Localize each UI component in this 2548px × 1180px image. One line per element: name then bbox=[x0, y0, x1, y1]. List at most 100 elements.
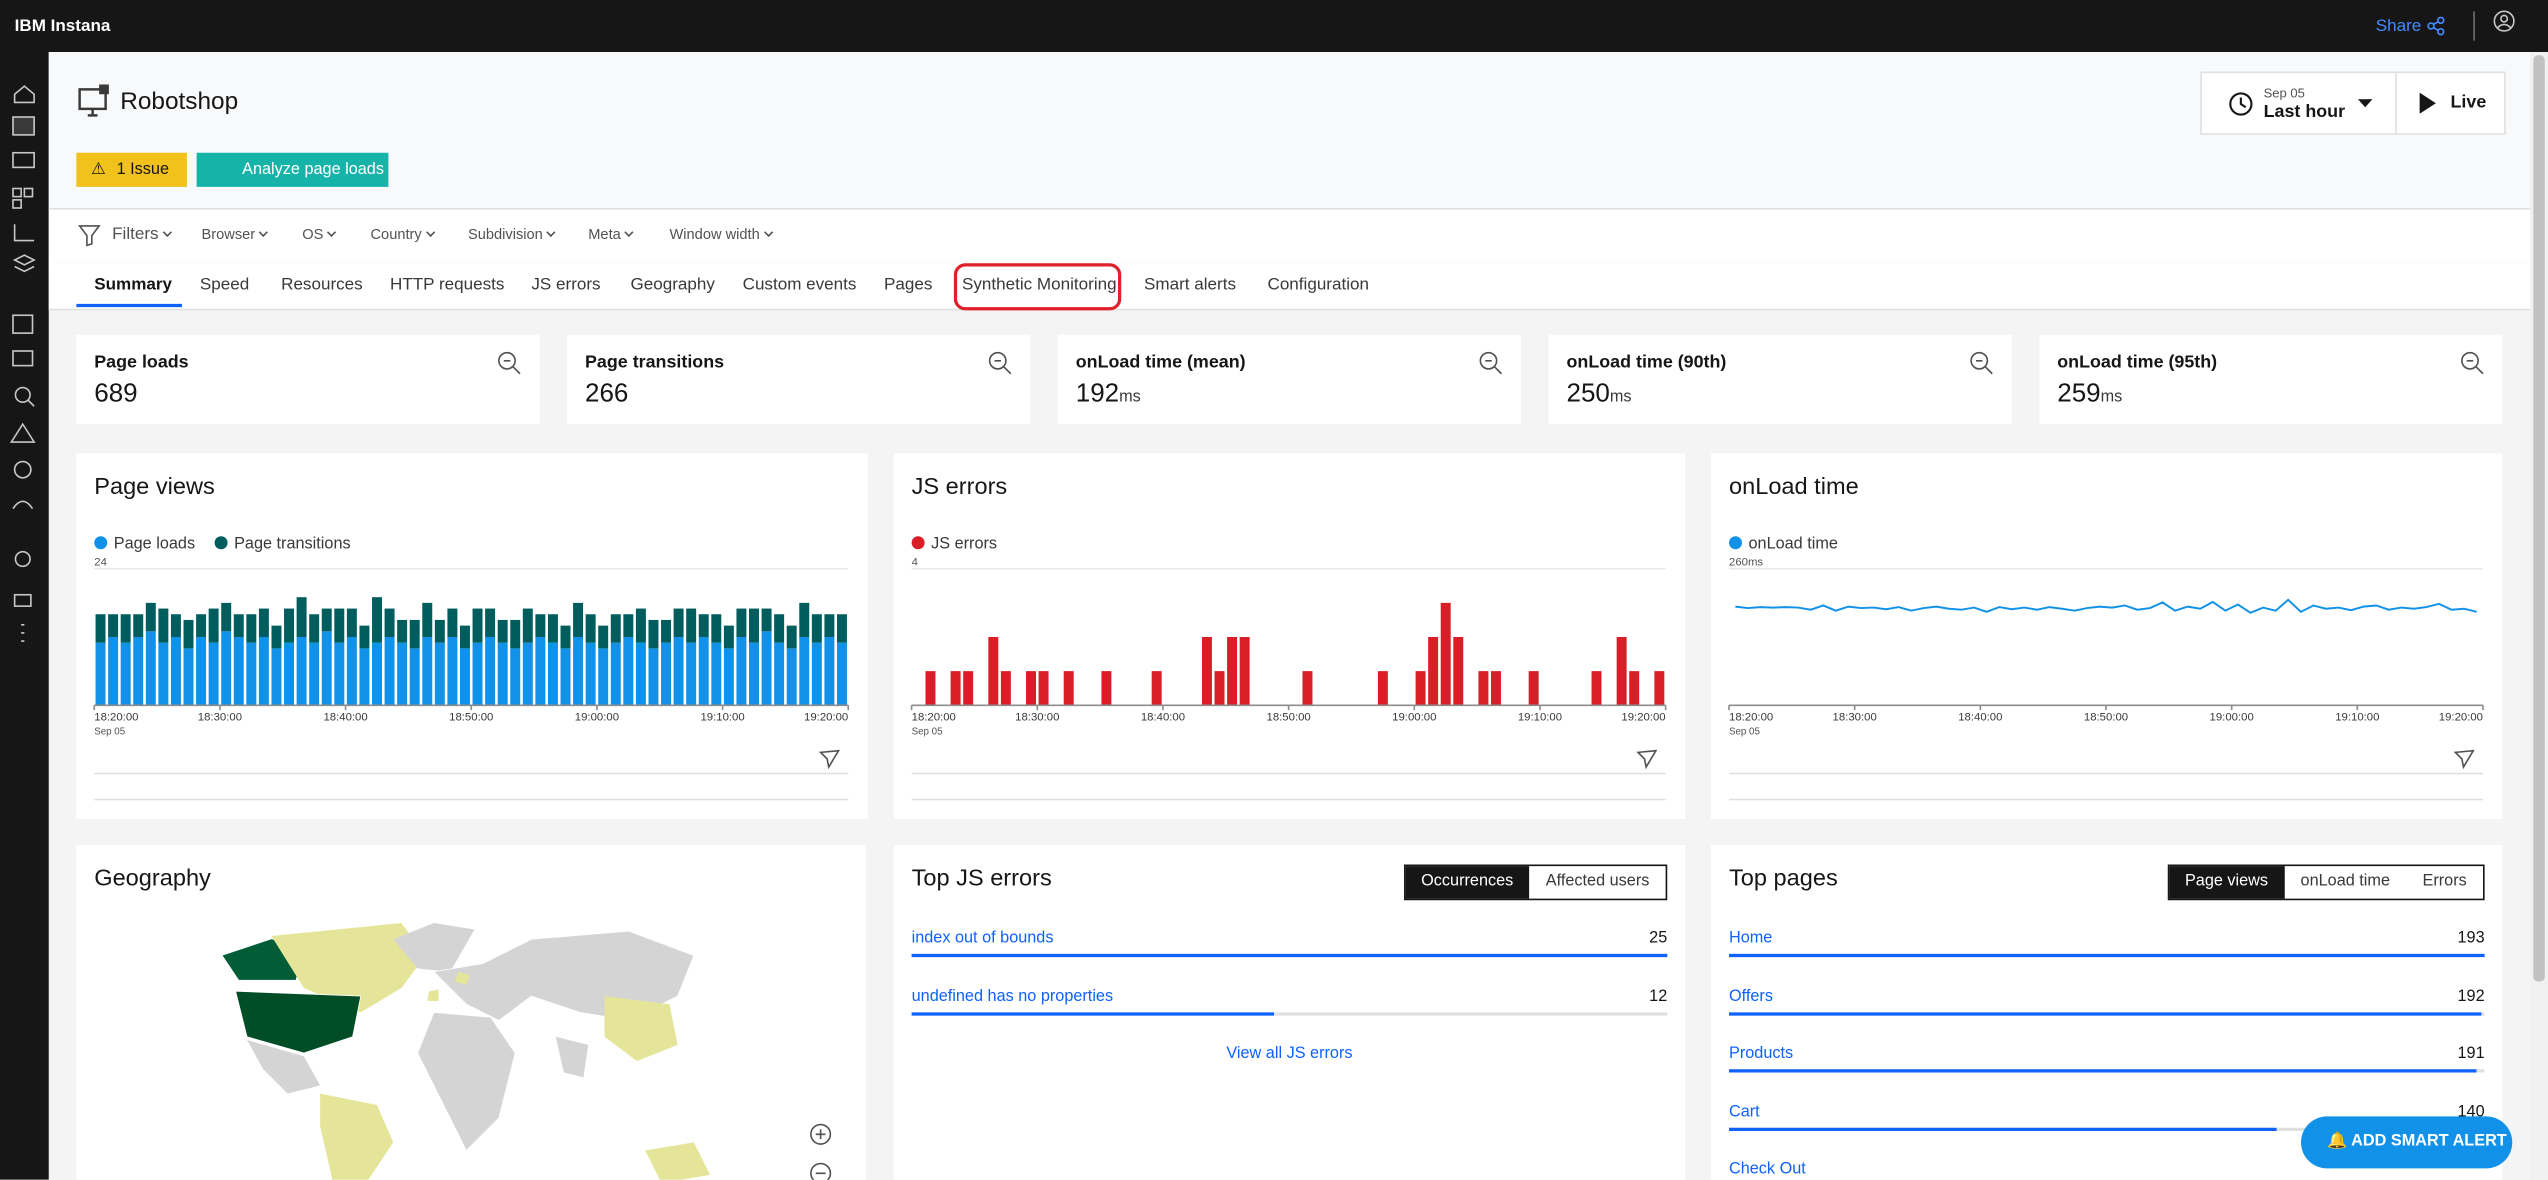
bar bbox=[723, 648, 734, 706]
bar bbox=[811, 614, 822, 643]
row-label[interactable]: undefined has no properties bbox=[911, 987, 1114, 1006]
bar bbox=[560, 648, 571, 706]
tab-active[interactable]: Summary bbox=[94, 274, 173, 295]
filter[interactable]: Subdivision bbox=[468, 226, 554, 242]
bar bbox=[233, 614, 244, 637]
live[interactable]: Live bbox=[2450, 92, 2487, 113]
row-bar bbox=[1729, 1126, 2278, 1131]
row-label[interactable]: Check Out bbox=[1729, 1160, 1806, 1179]
kpi-unit: ms bbox=[1609, 388, 1632, 407]
tab[interactable]: Resources bbox=[281, 274, 363, 295]
toggle-option-active[interactable]: Occurrences bbox=[1404, 866, 1530, 899]
bar bbox=[108, 614, 119, 637]
x-sub-label: Sep 05 bbox=[94, 727, 125, 738]
row-track bbox=[1729, 1069, 2485, 1073]
filter[interactable]: Window width bbox=[670, 226, 772, 242]
bar bbox=[836, 642, 847, 706]
scrollbar-thumb bbox=[2533, 55, 2545, 982]
time-picker[interactable]: Sep 05 Last hour Live bbox=[2200, 71, 2506, 135]
row-bar bbox=[1729, 953, 2485, 958]
top-bar: IBM Instana Share bbox=[0, 0, 2548, 52]
kpi-number: 266 bbox=[585, 380, 629, 408]
icon bbox=[498, 351, 516, 370]
x-tick-label: 19:10:00 bbox=[700, 712, 744, 724]
bar bbox=[397, 642, 408, 706]
filter[interactable]: OS bbox=[302, 226, 335, 242]
tab[interactable]: HTTP requests bbox=[390, 274, 505, 295]
bar bbox=[1214, 671, 1225, 706]
bar bbox=[221, 602, 232, 632]
user-icon[interactable] bbox=[2493, 10, 2516, 33]
x-tick-label: 19:10:00 bbox=[2335, 712, 2379, 724]
bar bbox=[120, 642, 131, 706]
row-label[interactable]: index out of bounds bbox=[911, 929, 1054, 948]
row-label[interactable]: Cart bbox=[1729, 1102, 1760, 1121]
tab[interactable]: Custom events bbox=[742, 274, 857, 295]
tab[interactable]: JS errors bbox=[531, 274, 601, 295]
filter[interactable]: Meta bbox=[588, 226, 632, 242]
row-value: 25 bbox=[1649, 929, 1668, 948]
bar bbox=[824, 614, 835, 637]
issue-button[interactable]: ⚠ 1 Issue bbox=[76, 152, 187, 187]
bar bbox=[836, 614, 847, 643]
bar bbox=[661, 642, 672, 706]
brand[interactable]: IBM Instana bbox=[14, 16, 111, 36]
date: Sep 05 bbox=[2263, 86, 2305, 101]
analyze-button[interactable]: Analyze page loads bbox=[196, 152, 389, 187]
toggle-option[interactable]: Errors bbox=[2422, 872, 2467, 891]
share[interactable]: Share bbox=[2375, 16, 2422, 36]
row-bar bbox=[911, 953, 1668, 958]
bar bbox=[284, 642, 295, 706]
toggle-option[interactable]: Affected users bbox=[1545, 872, 1650, 891]
bar bbox=[434, 619, 445, 643]
add-alert-button[interactable]: 🔔 ADD SMART ALERT bbox=[2301, 1116, 2513, 1169]
bar bbox=[1026, 671, 1036, 706]
tab[interactable]: Configuration bbox=[1267, 274, 1370, 295]
chart-title: Page views bbox=[94, 474, 215, 501]
bar bbox=[661, 619, 672, 643]
filter[interactable]: Browser bbox=[202, 226, 267, 242]
tab[interactable]: Speed bbox=[199, 274, 250, 295]
bar bbox=[334, 608, 345, 643]
bar bbox=[1377, 671, 1388, 706]
filter-icon bbox=[78, 225, 101, 247]
toggle-option-active[interactable]: Page views bbox=[2168, 866, 2285, 899]
tab[interactable]: Geography bbox=[630, 274, 715, 295]
bar bbox=[1151, 671, 1162, 706]
bar bbox=[372, 642, 382, 706]
bar bbox=[673, 608, 684, 637]
zoom-controls[interactable] bbox=[808, 1121, 834, 1180]
tab[interactable]: Pages bbox=[884, 274, 933, 295]
bar bbox=[824, 637, 835, 706]
bar bbox=[698, 614, 709, 637]
annotation-circle bbox=[953, 263, 1122, 311]
bar bbox=[510, 648, 521, 706]
drill-icon bbox=[1970, 351, 1993, 375]
bar bbox=[372, 597, 382, 643]
bar bbox=[573, 637, 584, 706]
bar bbox=[786, 625, 797, 649]
kpi-number: 250 bbox=[1566, 380, 1610, 408]
bar bbox=[1000, 671, 1011, 706]
tab-underline bbox=[76, 303, 182, 308]
bar bbox=[1038, 671, 1049, 706]
kpi-card: onLoad time (90th) 250ms bbox=[1548, 334, 2012, 425]
row-label[interactable]: Products bbox=[1729, 1044, 1794, 1063]
kpi-label: onLoad time (mean) bbox=[1075, 352, 1246, 373]
tab[interactable]: Synthetic Monitoring bbox=[962, 274, 1117, 295]
row-label[interactable]: Offers bbox=[1729, 987, 1773, 1006]
filter[interactable]: Country bbox=[371, 226, 434, 242]
bar bbox=[359, 648, 370, 706]
bar bbox=[610, 642, 621, 706]
row-label[interactable]: Home bbox=[1729, 929, 1773, 948]
tab[interactable]: Smart alerts bbox=[1144, 274, 1236, 295]
view-all-link[interactable]: View all JS errors bbox=[1226, 1044, 1353, 1063]
toggle-option[interactable]: onLoad time bbox=[2300, 872, 2390, 891]
icon bbox=[1479, 351, 1498, 370]
kpi-card: onLoad time (mean) 192ms bbox=[1057, 334, 1521, 425]
bar bbox=[196, 614, 207, 637]
legend-label: onLoad time bbox=[1749, 534, 1838, 552]
share-icon[interactable] bbox=[2426, 16, 2446, 36]
bar bbox=[258, 637, 269, 706]
bar bbox=[1415, 671, 1426, 706]
